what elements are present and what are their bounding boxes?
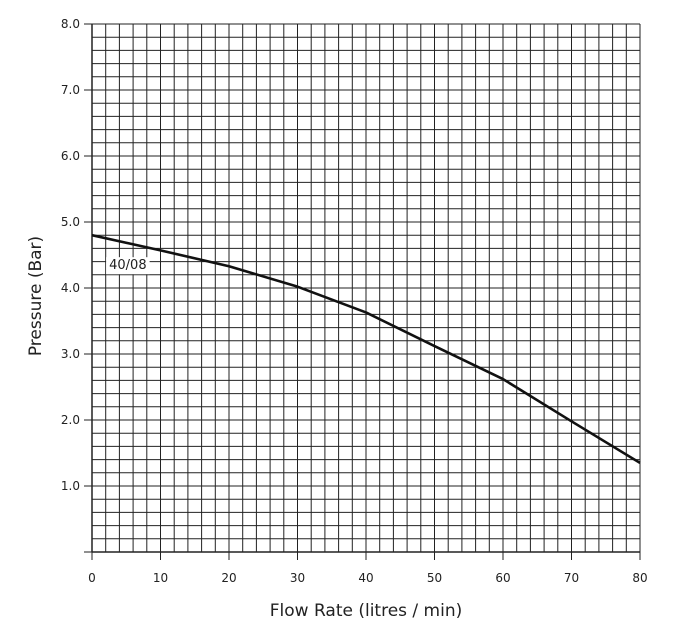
y-tick-label: 3.0	[61, 347, 80, 361]
y-tick-label: 7.0	[61, 83, 80, 97]
y-tick-label: 6.0	[61, 149, 80, 163]
x-tick-label: 60	[495, 571, 510, 585]
x-axis-title: Flow Rate (litres / min)	[270, 601, 463, 621]
x-tick-label: 20	[221, 571, 236, 585]
axes: 1.0 2.0 3.0 4.0 5.0 6.0 7.0 8.0 0 10 20 30 40 50 60 70 8…	[61, 17, 648, 585]
y-axis-title: Pressure (Bar)	[26, 236, 46, 356]
y-tick-label: 4.0	[61, 281, 80, 295]
x-tick-label: 50	[427, 571, 442, 585]
x-tick-label: 40	[358, 571, 373, 585]
series: 40/08	[91, 233, 641, 465]
series-label: 40/08	[109, 258, 146, 273]
series-line	[91, 233, 641, 465]
y-tick-label: 5.0	[61, 215, 80, 229]
x-tick-label: 0	[88, 571, 96, 585]
y-tick-label: 8.0	[61, 17, 80, 31]
y-tick-label: 2.0	[61, 413, 80, 427]
labels: Flow Rate (litres / min) Pressure (Bar)	[26, 236, 462, 621]
grid	[91, 23, 641, 553]
x-tick-label: 80	[632, 571, 647, 585]
x-tick-label: 10	[153, 571, 168, 585]
x-tick-label: 70	[564, 571, 579, 585]
x-tick-label: 30	[290, 571, 305, 585]
y-tick-label: 1.0	[61, 479, 80, 493]
series-label-background	[106, 257, 150, 275]
